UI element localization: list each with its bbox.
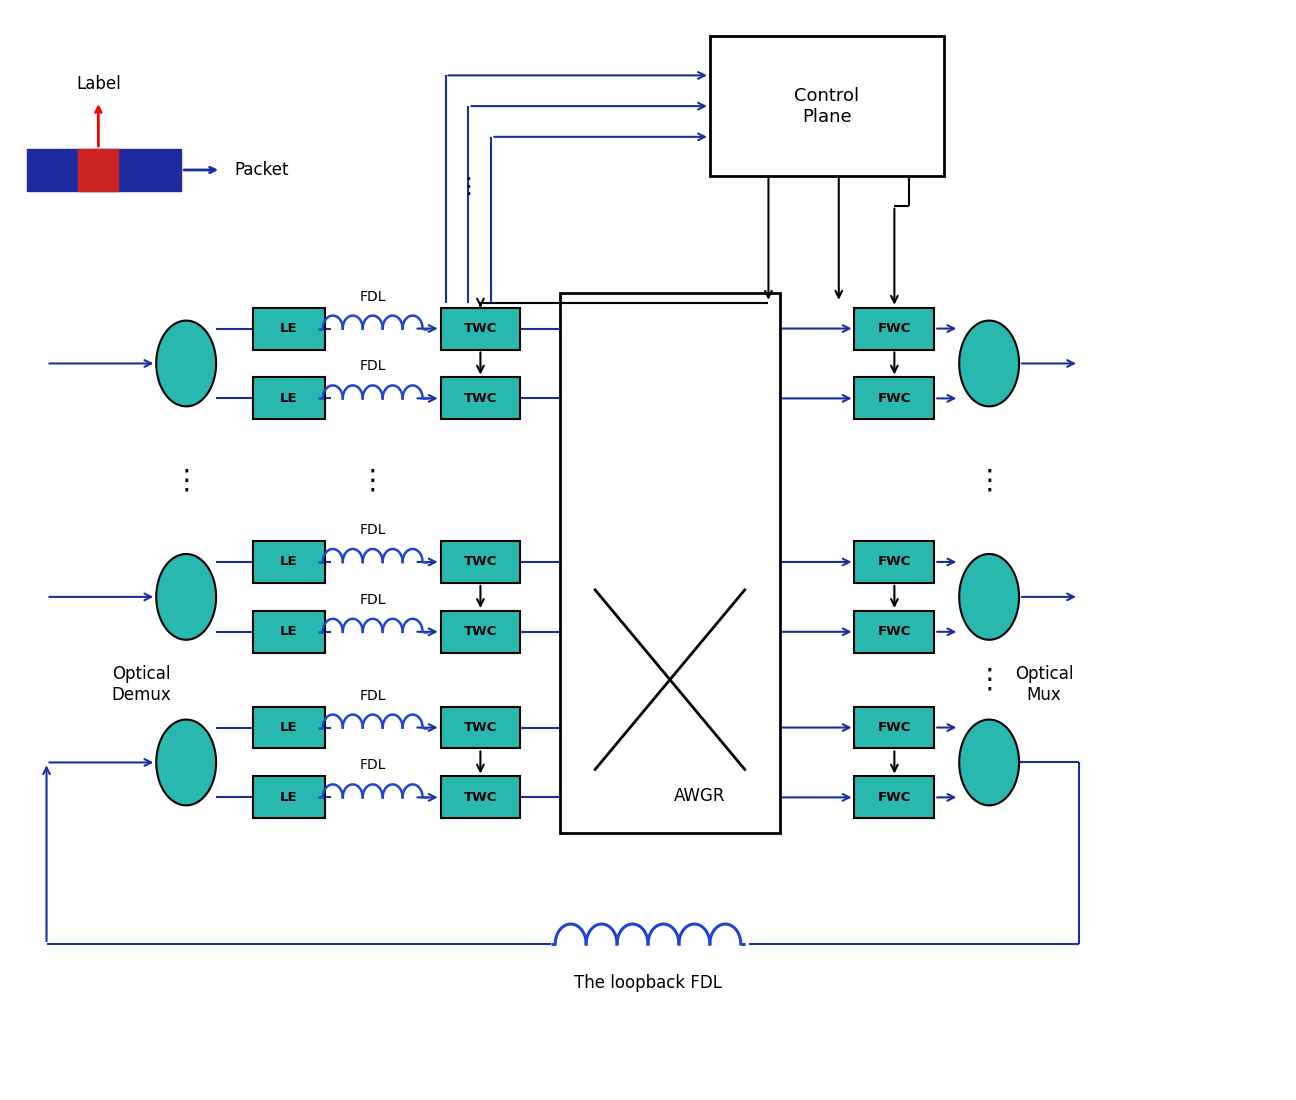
- Polygon shape: [157, 719, 216, 805]
- Text: TWC: TWC: [464, 322, 498, 335]
- Bar: [79, 148, 118, 191]
- Text: FDL: FDL: [359, 360, 386, 373]
- Bar: [253, 308, 325, 350]
- Text: LE: LE: [280, 556, 298, 569]
- Text: ⋮: ⋮: [172, 466, 200, 494]
- Text: Label: Label: [76, 75, 121, 94]
- Bar: [441, 777, 520, 818]
- Text: ⋮: ⋮: [457, 177, 480, 197]
- Text: LE: LE: [280, 322, 298, 335]
- Text: LE: LE: [280, 722, 298, 734]
- Bar: [854, 377, 934, 419]
- Text: Optical
Demux: Optical Demux: [111, 664, 171, 704]
- Bar: [27, 148, 181, 191]
- Text: FWC: FWC: [877, 392, 911, 405]
- Text: Packet: Packet: [235, 161, 289, 179]
- Bar: [253, 377, 325, 419]
- Bar: [441, 541, 520, 583]
- Text: LE: LE: [280, 791, 298, 804]
- Polygon shape: [959, 320, 1019, 406]
- Polygon shape: [157, 554, 216, 640]
- Text: FDL: FDL: [359, 289, 386, 304]
- Text: Optical
Mux: Optical Mux: [1015, 664, 1073, 704]
- Text: FDL: FDL: [359, 522, 386, 537]
- Text: TWC: TWC: [464, 392, 498, 405]
- Text: TWC: TWC: [464, 722, 498, 734]
- Bar: [710, 36, 945, 176]
- Bar: [441, 610, 520, 652]
- Text: TWC: TWC: [464, 625, 498, 638]
- Polygon shape: [959, 719, 1019, 805]
- Text: FWC: FWC: [877, 322, 911, 335]
- Text: FWC: FWC: [877, 625, 911, 638]
- Bar: [441, 706, 520, 748]
- Text: AWGR: AWGR: [674, 788, 726, 805]
- Bar: [854, 777, 934, 818]
- Bar: [854, 541, 934, 583]
- Bar: [253, 777, 325, 818]
- Text: ⋮: ⋮: [976, 466, 1003, 494]
- Text: ⋮: ⋮: [359, 466, 386, 494]
- Text: LE: LE: [280, 392, 298, 405]
- Text: FWC: FWC: [877, 791, 911, 804]
- Text: FWC: FWC: [877, 722, 911, 734]
- Text: FWC: FWC: [877, 556, 911, 569]
- Text: LE: LE: [280, 625, 298, 638]
- Bar: [253, 541, 325, 583]
- Text: FDL: FDL: [359, 689, 386, 703]
- Text: FDL: FDL: [359, 593, 386, 607]
- Text: FDL: FDL: [359, 758, 386, 772]
- Text: TWC: TWC: [464, 556, 498, 569]
- Bar: [560, 293, 780, 834]
- Bar: [441, 308, 520, 350]
- Bar: [854, 610, 934, 652]
- Bar: [253, 610, 325, 652]
- Text: Control
Plane: Control Plane: [794, 87, 859, 125]
- Polygon shape: [157, 320, 216, 406]
- Bar: [441, 377, 520, 419]
- Text: TWC: TWC: [464, 791, 498, 804]
- Bar: [854, 308, 934, 350]
- Bar: [854, 706, 934, 748]
- Polygon shape: [959, 554, 1019, 640]
- Bar: [253, 706, 325, 748]
- Text: ⋮: ⋮: [976, 666, 1003, 694]
- Text: The loopback FDL: The loopback FDL: [574, 974, 722, 992]
